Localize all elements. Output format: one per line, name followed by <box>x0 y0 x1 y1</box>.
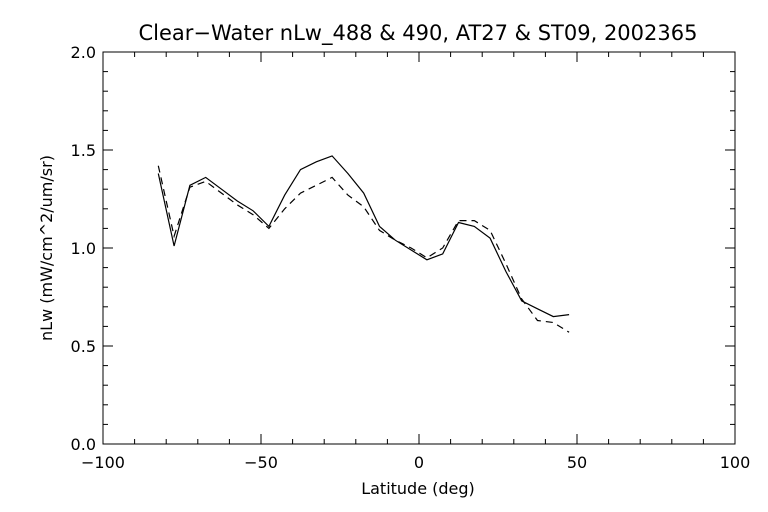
chart-title: Clear−Water nLw_488 & 490, AT27 & ST09, … <box>139 21 698 46</box>
series-line-2-dashed <box>157 165 570 333</box>
y-tick-label: 0.5 <box>71 337 96 356</box>
axis-tick-labels: −100 −50 0 50 100 0.0 0.5 1.0 1.5 2.0 <box>71 43 751 472</box>
x-tick-label: 50 <box>567 453 587 472</box>
y-tick-label: 1.0 <box>71 239 96 258</box>
x-tick-label: −100 <box>81 453 125 472</box>
plot-frame <box>102 51 736 445</box>
x-tick-label: 100 <box>720 453 751 472</box>
y-tick-label: 1.5 <box>71 141 96 160</box>
y-axis-label: nLw (mW/cm^2/um/sr) <box>37 155 56 341</box>
x-tick-label: −50 <box>244 453 278 472</box>
x-tick-label: 0 <box>414 453 424 472</box>
series-line-1-solid <box>157 155 570 318</box>
x-axis-label: Latitude (deg) <box>361 479 475 498</box>
axis-ticks <box>102 51 736 445</box>
y-tick-label: 2.0 <box>71 43 96 62</box>
series-group <box>157 155 570 333</box>
y-tick-label: 0.0 <box>71 435 96 454</box>
